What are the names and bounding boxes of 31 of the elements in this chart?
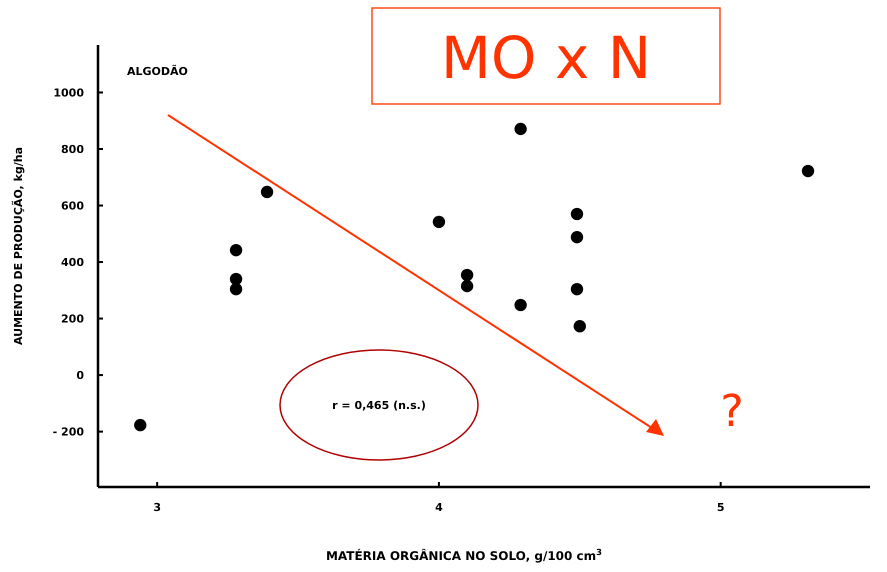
point [460, 280, 474, 292]
point [432, 216, 446, 228]
y-tick-label: - 200 [52, 425, 84, 438]
x-tick-label: 4 [435, 501, 444, 514]
point [514, 122, 527, 136]
x-tick-label: 5 [716, 501, 724, 514]
point [514, 298, 527, 312]
y-tick-label: 400 [61, 256, 84, 269]
annotation: ALGODÃO [127, 64, 188, 78]
point [134, 418, 146, 432]
y-tick-label: 800 [61, 142, 84, 156]
y-tick-label: 600 [61, 199, 84, 212]
annotation: ? [720, 386, 744, 437]
point [260, 186, 274, 198]
y-tick-label: 1000 [53, 86, 84, 100]
y-tick-label: 0 [76, 368, 84, 382]
point [570, 283, 584, 296]
point [574, 320, 586, 332]
point [570, 208, 584, 220]
x-tick-label: 3 [153, 501, 161, 514]
point [230, 244, 242, 256]
x-axis-title: MATÉRIA ORGÂNICA NO SOLO, g/100 cm$^{3}$ [326, 547, 602, 563]
point [230, 283, 242, 296]
y-tick-label: 200 [61, 312, 84, 326]
point [460, 268, 474, 282]
y-axis-title: AUMENTO DE PRODUÇÃO, kg/ha [11, 146, 25, 346]
point [570, 231, 584, 244]
point [802, 164, 814, 178]
point [230, 272, 242, 286]
annotation: r = 0,465 (n.s.) [332, 398, 426, 412]
chart-title: MO x N [440, 24, 652, 92]
